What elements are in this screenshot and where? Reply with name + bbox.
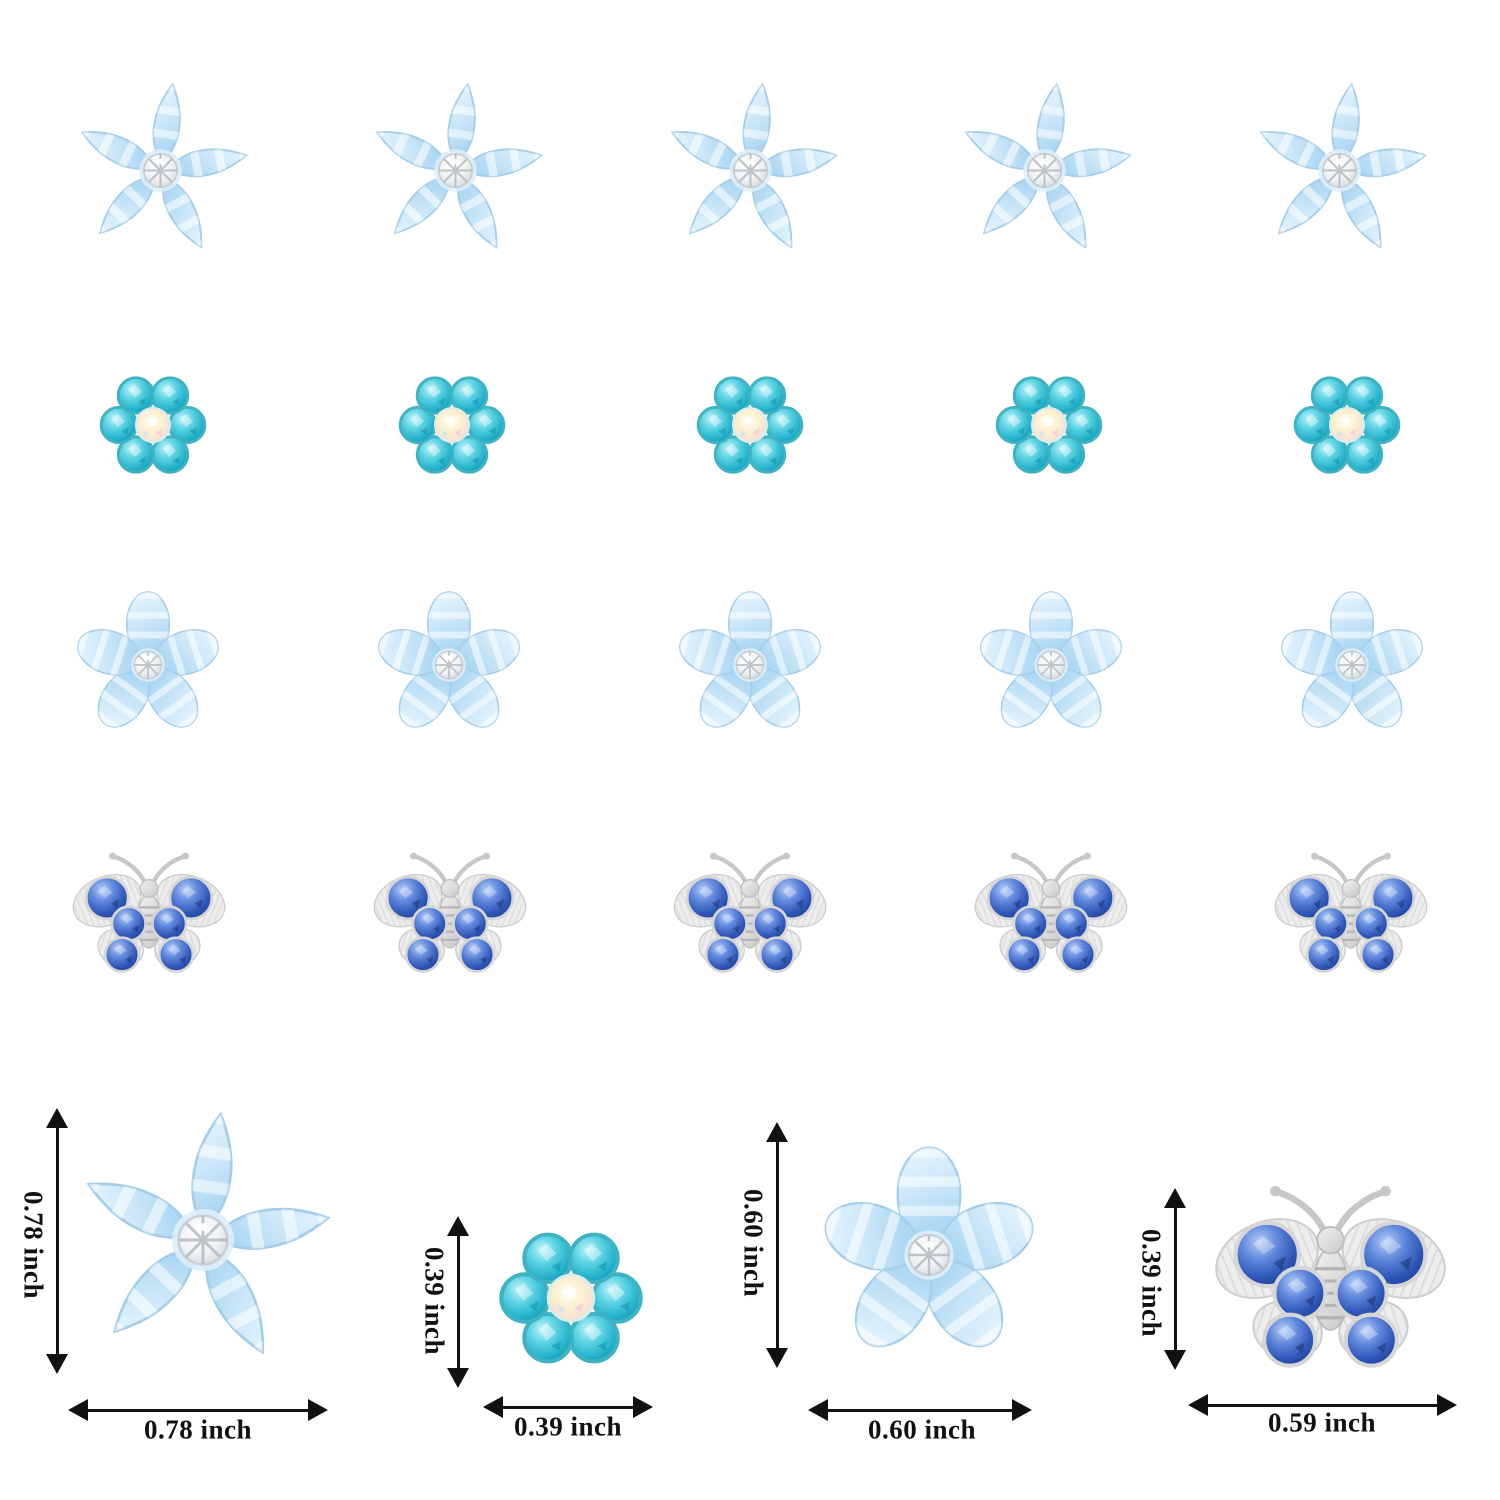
width-label-round-flower: 0.60 inch [867,1414,977,1445]
arrow-head-left-icon [1188,1394,1208,1416]
height-arrow-star-flower [46,1108,68,1374]
arrow-head-up-icon [1164,1188,1186,1208]
width-arrow-round-flower [808,1399,1032,1421]
teal-rhinestone-flower-charm-icon [988,364,1110,486]
butterfly-charm-icon [68,848,230,983]
round-petal-flower-charm-icon [72,589,224,741]
height-arrow-teal-flower [447,1216,469,1388]
star-flower-charm-icon [952,78,1137,263]
star-flower-charm-icon [363,78,548,263]
arrow-head-up-icon [46,1108,68,1128]
arrow-shaft [503,1405,633,1409]
teal-rhinestone-flower-charm-icon [1286,364,1408,486]
round-petal-flower-charm-icon [1276,589,1428,741]
arrow-head-down-icon [46,1354,68,1374]
height-label-teal-flower: 0.39 inch [419,1246,450,1356]
star-flower-charm-icon [68,78,253,263]
arrow-head-down-icon [1164,1350,1186,1370]
butterfly-charm-icon [970,848,1132,983]
butterfly-charm-icon [669,848,831,983]
arrow-shaft [55,1128,59,1354]
arrow-shaft [456,1236,460,1368]
arrow-shaft [775,1142,779,1348]
width-label-butterfly: 0.59 inch [1267,1407,1377,1438]
arrow-head-up-icon [766,1122,788,1142]
arrow-head-left-icon [483,1396,503,1418]
arrow-shaft [1208,1403,1437,1407]
arrow-shaft [1173,1208,1177,1350]
arrow-shaft [828,1408,1012,1412]
width-arrow-butterfly [1188,1394,1457,1416]
arrow-head-down-icon [447,1368,469,1388]
width-arrow-teal-flower [483,1396,653,1418]
measured-star-flower-charm-icon [68,1105,338,1375]
teal-rhinestone-flower-charm-icon [689,364,811,486]
butterfly-charm-icon [369,848,531,983]
width-arrow-star-flower [68,1399,328,1421]
row-round-petal-flowers [0,589,1500,741]
arrow-head-right-icon [1012,1399,1032,1421]
measured-teal-rhinestone-flower-charm-icon [489,1216,653,1380]
height-arrow-butterfly [1164,1188,1186,1370]
measured-round-petal-flower-charm-icon [817,1143,1041,1367]
star-flower-charm-icon [1247,78,1432,263]
round-petal-flower-charm-icon [674,589,826,741]
arrow-head-left-icon [68,1399,88,1421]
teal-rhinestone-flower-charm-icon [391,364,513,486]
width-label-star-flower: 0.78 inch [143,1414,253,1445]
arrow-head-right-icon [308,1399,328,1421]
round-petal-flower-charm-icon [975,589,1127,741]
arrow-shaft [88,1408,308,1412]
butterfly-charm-icon [1270,848,1432,983]
arrow-head-right-icon [1437,1394,1457,1416]
arrow-head-up-icon [447,1216,469,1236]
arrow-head-down-icon [766,1348,788,1368]
height-arrow-round-flower [766,1122,788,1368]
teal-rhinestone-flower-charm-icon [92,364,214,486]
arrow-head-left-icon [808,1399,828,1421]
width-label-teal-flower: 0.39 inch [513,1411,623,1442]
height-label-round-flower: 0.60 inch [738,1188,769,1298]
height-label-star-flower: 0.78 inch [18,1190,49,1300]
round-petal-flower-charm-icon [373,589,525,741]
row-teal-rhinestone-flowers [0,364,1500,486]
height-label-butterfly: 0.39 inch [1136,1228,1167,1338]
row-butterflies [0,848,1500,983]
measured-butterfly-charm-icon [1208,1179,1453,1383]
star-flower-charm-icon [658,78,843,263]
row-star-flowers [0,78,1500,263]
arrow-head-right-icon [633,1396,653,1418]
